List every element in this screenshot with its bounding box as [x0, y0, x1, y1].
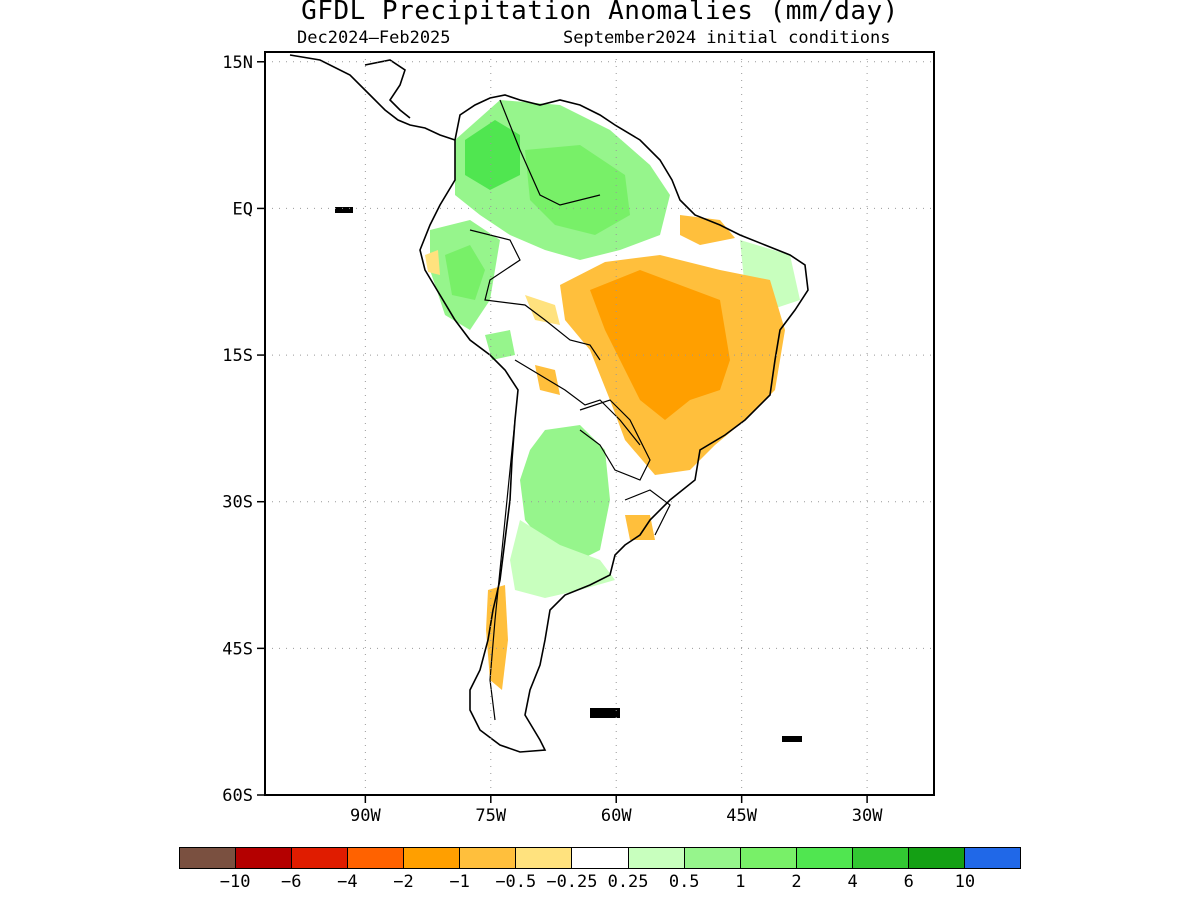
colorbar-label: 4 — [847, 872, 858, 892]
colorbar-label: 2 — [791, 872, 802, 892]
wet-anomaly-core-colombia — [465, 120, 520, 190]
colorbar-swatch — [908, 848, 965, 868]
border-bolivia — [514, 359, 641, 446]
wet-anomaly-argentina-central — [510, 520, 615, 598]
dry-anomaly-ecuador-coast — [425, 250, 440, 275]
season-subtitle: Dec2024–Feb2025 — [297, 28, 451, 48]
colorbar-swatch — [236, 848, 293, 868]
dry-anomaly-uruguay — [625, 515, 655, 540]
colorbar-label: −10 — [219, 872, 251, 892]
colorbar-label: 10 — [954, 872, 976, 892]
dry-anomaly-northeast-coast — [680, 215, 735, 245]
south-america-outline — [419, 94, 809, 753]
colorbar-label: 1 — [735, 872, 746, 892]
x-tick-label: 75W — [475, 806, 506, 826]
colorbar-swatch — [516, 848, 573, 868]
colorbar-swatch — [628, 848, 685, 868]
wet-anomaly-amazon-west-core — [445, 245, 485, 300]
border-paraguay — [579, 399, 651, 481]
colorbar-label: 0.25 — [607, 872, 649, 892]
y-tick-label: 45S — [222, 639, 253, 659]
colorbar-swatch — [180, 848, 237, 868]
south-georgia — [782, 736, 802, 742]
y-tick-label: 15N — [222, 53, 253, 73]
colorbar-swatch — [796, 848, 853, 868]
x-tick-label: 60W — [601, 806, 632, 826]
wet-anomaly-pantanal — [485, 330, 515, 360]
axes: 15N EQ 15S 30S 45S 60S 90W 75W 60W 45W 30W — [222, 53, 883, 826]
initial-conditions-subtitle: September2024 initial conditions — [563, 28, 891, 48]
central-america-coast — [289, 54, 456, 141]
border-uruguay — [624, 489, 671, 536]
colorbar-label: −2 — [393, 872, 414, 892]
colorbar-swatch — [404, 848, 461, 868]
wet-anomaly-argentina-north — [520, 425, 610, 560]
plot-frame — [264, 51, 935, 796]
border-colombia-venezuela — [499, 99, 601, 206]
colorbar-label: −1 — [449, 872, 470, 892]
central-america-caribbean — [364, 59, 411, 119]
colorbar-swatch — [964, 848, 1020, 868]
y-tick-label: 60S — [222, 786, 253, 806]
y-tick-label: 15S — [222, 346, 253, 366]
colorbar-label: −0.5 — [495, 872, 537, 892]
colorbar-swatch — [572, 848, 629, 868]
chart-title: GFDL Precipitation Anomalies (mm/day) — [301, 0, 899, 26]
colorbar — [179, 847, 1021, 869]
border-argentina-chile — [489, 419, 516, 721]
galapagos — [335, 207, 353, 213]
x-tick-label: 30W — [852, 806, 883, 826]
colorbar-label: 6 — [903, 872, 914, 892]
coastlines — [289, 54, 809, 753]
wet-anomaly-venezuela — [525, 145, 630, 235]
falkland-islands — [590, 708, 620, 718]
colorbar-swatch — [684, 848, 741, 868]
colorbar-swatch — [292, 848, 349, 868]
grid — [265, 52, 934, 795]
colorbar-label: −0.25 — [546, 872, 598, 892]
colorbar-swatch — [740, 848, 797, 868]
islands — [335, 207, 802, 742]
colorbar-label: −4 — [337, 872, 358, 892]
colorbar-swatch — [852, 848, 909, 868]
x-tick-label: 90W — [350, 806, 381, 826]
country-borders — [469, 99, 671, 721]
border-peru-brazil — [469, 229, 601, 361]
colorbar-swatch — [348, 848, 405, 868]
colorbar-swatch — [460, 848, 517, 868]
y-tick-label: EQ — [233, 199, 253, 219]
colorbar-label: 0.5 — [668, 872, 700, 892]
dry-anomaly-central-brazil-core — [590, 270, 730, 420]
dry-anomaly-bolivia — [525, 295, 560, 325]
x-tick-label: 45W — [726, 806, 757, 826]
y-tick-label: 30S — [222, 493, 253, 513]
colorbar-label: −6 — [281, 872, 302, 892]
anomaly-shading — [425, 100, 800, 690]
